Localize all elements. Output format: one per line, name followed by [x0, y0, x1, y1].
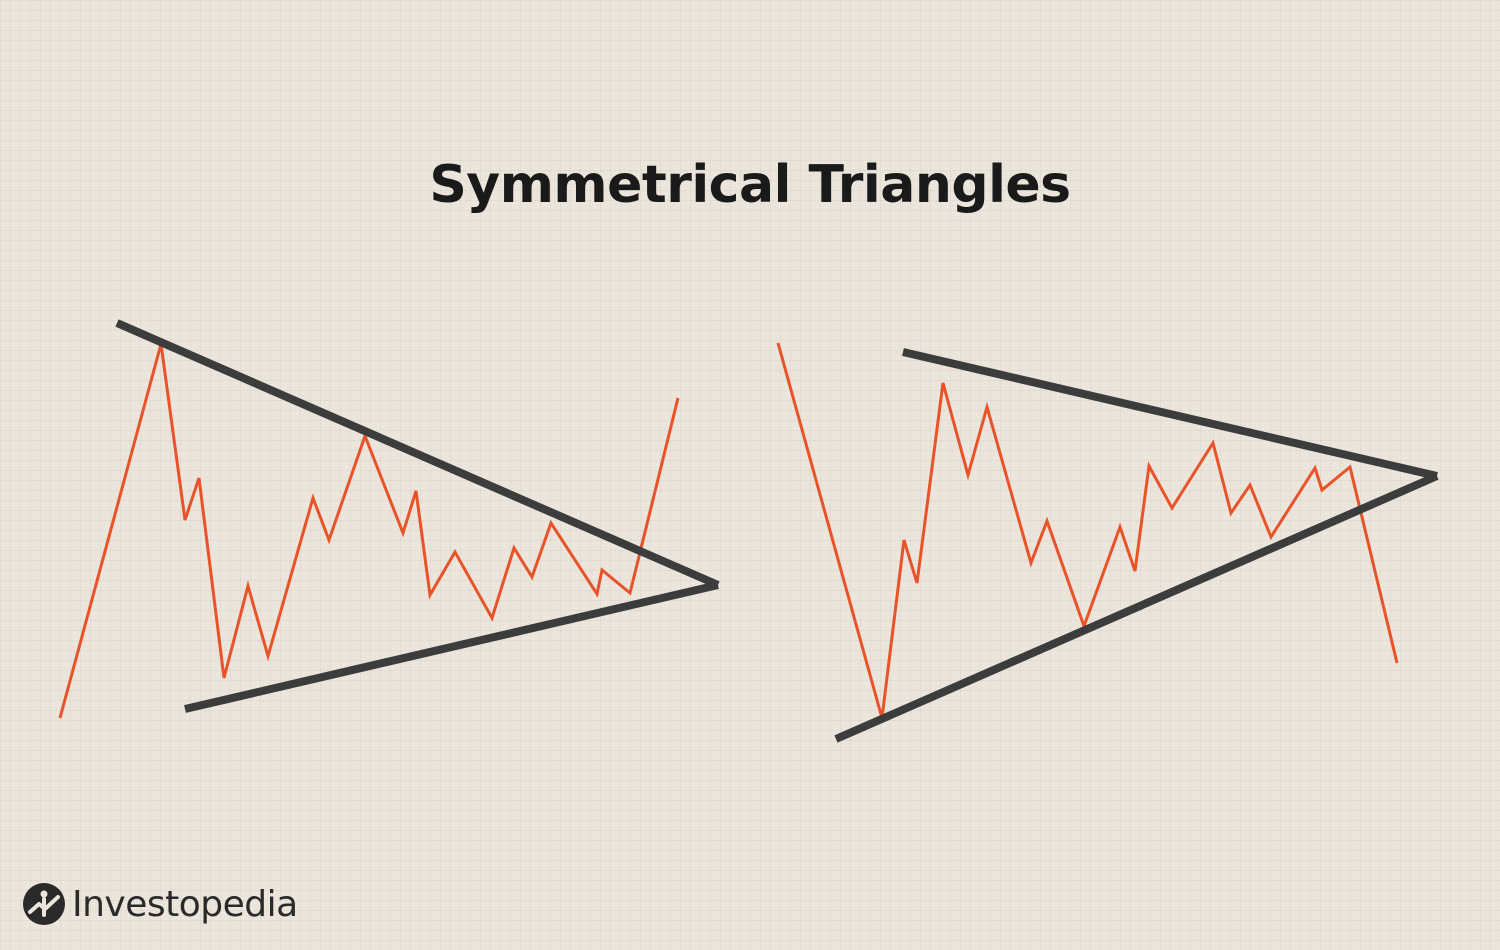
- investopedia-logo-icon: [23, 883, 65, 925]
- lower-trendline: [184, 581, 719, 713]
- diagram-title: Symmetrical Triangles: [429, 155, 1071, 215]
- price-line: [58, 343, 680, 719]
- pattern-upward-breakout: [58, 319, 720, 719]
- upper-trendline: [902, 348, 1438, 480]
- price-line: [776, 342, 1399, 719]
- investopedia-logo: Investopedia: [22, 882, 298, 926]
- lower-trendline: [834, 472, 1439, 743]
- brand-name: Investopedia: [72, 883, 298, 925]
- pattern-downward-breakout: [776, 342, 1439, 743]
- upper-trendline: [115, 319, 720, 589]
